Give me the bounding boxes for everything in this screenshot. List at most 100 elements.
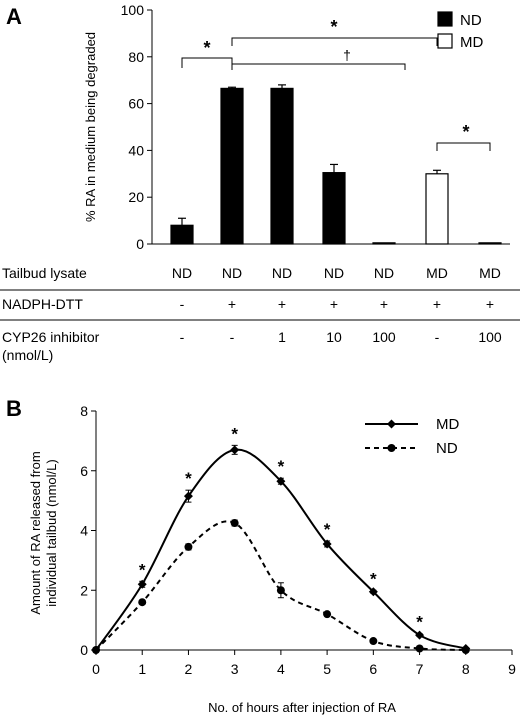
bar [425,173,449,245]
condition-table: Tailbud lysate ND ND ND ND ND MD MD NADPH-DTT - + +… [0,265,520,363]
legend-swatch-md [437,33,453,49]
data-point-md [137,579,147,589]
bar-y-tick-label: 100 [121,2,145,18]
data-point-md [368,587,378,597]
line-y-tick-label: 8 [80,403,88,419]
bar [372,242,396,245]
bar [322,172,346,245]
data-point-md [276,476,286,486]
significance-star: * [370,569,377,588]
data-point-nd [461,646,470,654]
bar [270,87,294,245]
legend-swatch-nd [437,11,453,27]
line-x-tick-label: 2 [185,661,193,677]
bar-chart: 0 20 40 60 80 100 ND MD * * † * [121,2,510,252]
significance-star: * [231,424,238,443]
significance-star: * [185,469,192,488]
line-x-tick-label: 5 [323,661,331,677]
significance-bracket [231,63,406,70]
panel-a-label: A [6,4,22,29]
line-y-axis-label-2: individual tailbud (nmol/L) [44,459,59,606]
data-point-nd [415,644,424,653]
legend-marker-md [387,419,396,429]
bar-y-tick-label: 60 [128,96,144,112]
data-point-nd [369,637,378,646]
table-cell: ND [172,265,192,281]
significance-bracket [436,142,491,151]
table-cell: ND [272,265,292,281]
data-point-nd [184,542,193,551]
table-cell: - [435,329,440,345]
significance-star: * [139,560,146,579]
table-cell: - [180,329,185,345]
table-cell: + [228,296,236,312]
table-cell: ND [324,265,344,281]
bar-y-tick-label: 20 [128,189,144,205]
data-point-nd [138,598,147,607]
data-point-nd [276,586,285,595]
significance-star: * [203,38,210,58]
bar [478,242,502,245]
table-cell: + [433,296,441,312]
data-point-nd [323,610,332,619]
significance-star: * [278,457,285,476]
table-row-label: Tailbud lysate [2,265,87,281]
line-x-tick-label: 9 [508,661,516,677]
line-x-tick-label: 3 [231,661,239,677]
data-point-md [415,630,425,640]
significance-star: * [416,613,423,632]
bar-y-tick-label: 80 [128,49,144,65]
table-cell: MD [426,265,448,281]
table-cell: 1 [278,329,286,345]
table-cell: + [486,296,494,312]
significance-bracket [181,57,233,68]
table-cell: ND [222,265,242,281]
panel-b-label: B [6,396,22,421]
line-x-tick-label: 7 [416,661,424,677]
line-x-tick-label: 1 [138,661,146,677]
line-x-tick-label: 8 [462,661,470,677]
legend-label-md: MD [436,416,459,433]
legend-marker-nd [387,444,396,452]
significance-bracket [231,37,438,46]
data-point-nd [230,519,239,528]
line-y-tick-label: 0 [80,642,88,658]
data-point-nd [92,646,100,654]
table-cell: + [330,296,338,312]
bar-y-tick-label: 0 [136,236,144,252]
legend-label-nd: ND [460,12,482,29]
line-y-tick-label: 4 [80,523,88,539]
bar [220,87,244,245]
line-x-axis-label: No. of hours after injection of RA [208,700,396,715]
line-x-tick-label: 4 [277,661,285,677]
line-chart: 0 2 4 6 8 0 1 2 3 4 5 6 7 8 9 * * * * * * * MD ND [80,403,516,677]
data-point-md [322,539,332,549]
table-cell: 10 [326,329,342,345]
line-x-tick-label: 6 [369,661,377,677]
significance-star: * [324,520,331,539]
table-row-label-unit: (nmol/L) [2,347,53,363]
significance-star: * [462,122,469,142]
data-point-md [183,491,193,501]
bar-y-axis-label: % RA in medium being degraded [83,32,98,222]
table-cell: + [278,296,286,312]
table-cell: + [380,296,388,312]
table-cell: ND [374,265,394,281]
table-cell: - [230,329,235,345]
table-row-label: NADPH-DTT [2,296,83,312]
legend-label-nd: ND [436,440,458,457]
bar [170,224,194,245]
table-cell: 100 [372,329,396,345]
line-y-tick-label: 6 [80,463,88,479]
series-line-nd [95,520,466,651]
bar-y-tick-label: 40 [128,142,144,158]
table-row-label: CYP26 inhibitor [2,329,100,345]
table-cell: MD [479,265,501,281]
table-cell: 100 [478,329,502,345]
significance-dagger: † [343,47,351,63]
legend-label-md: MD [460,34,483,51]
significance-star: * [330,17,337,37]
data-point-md [230,445,240,455]
table-cell: - [180,296,185,312]
